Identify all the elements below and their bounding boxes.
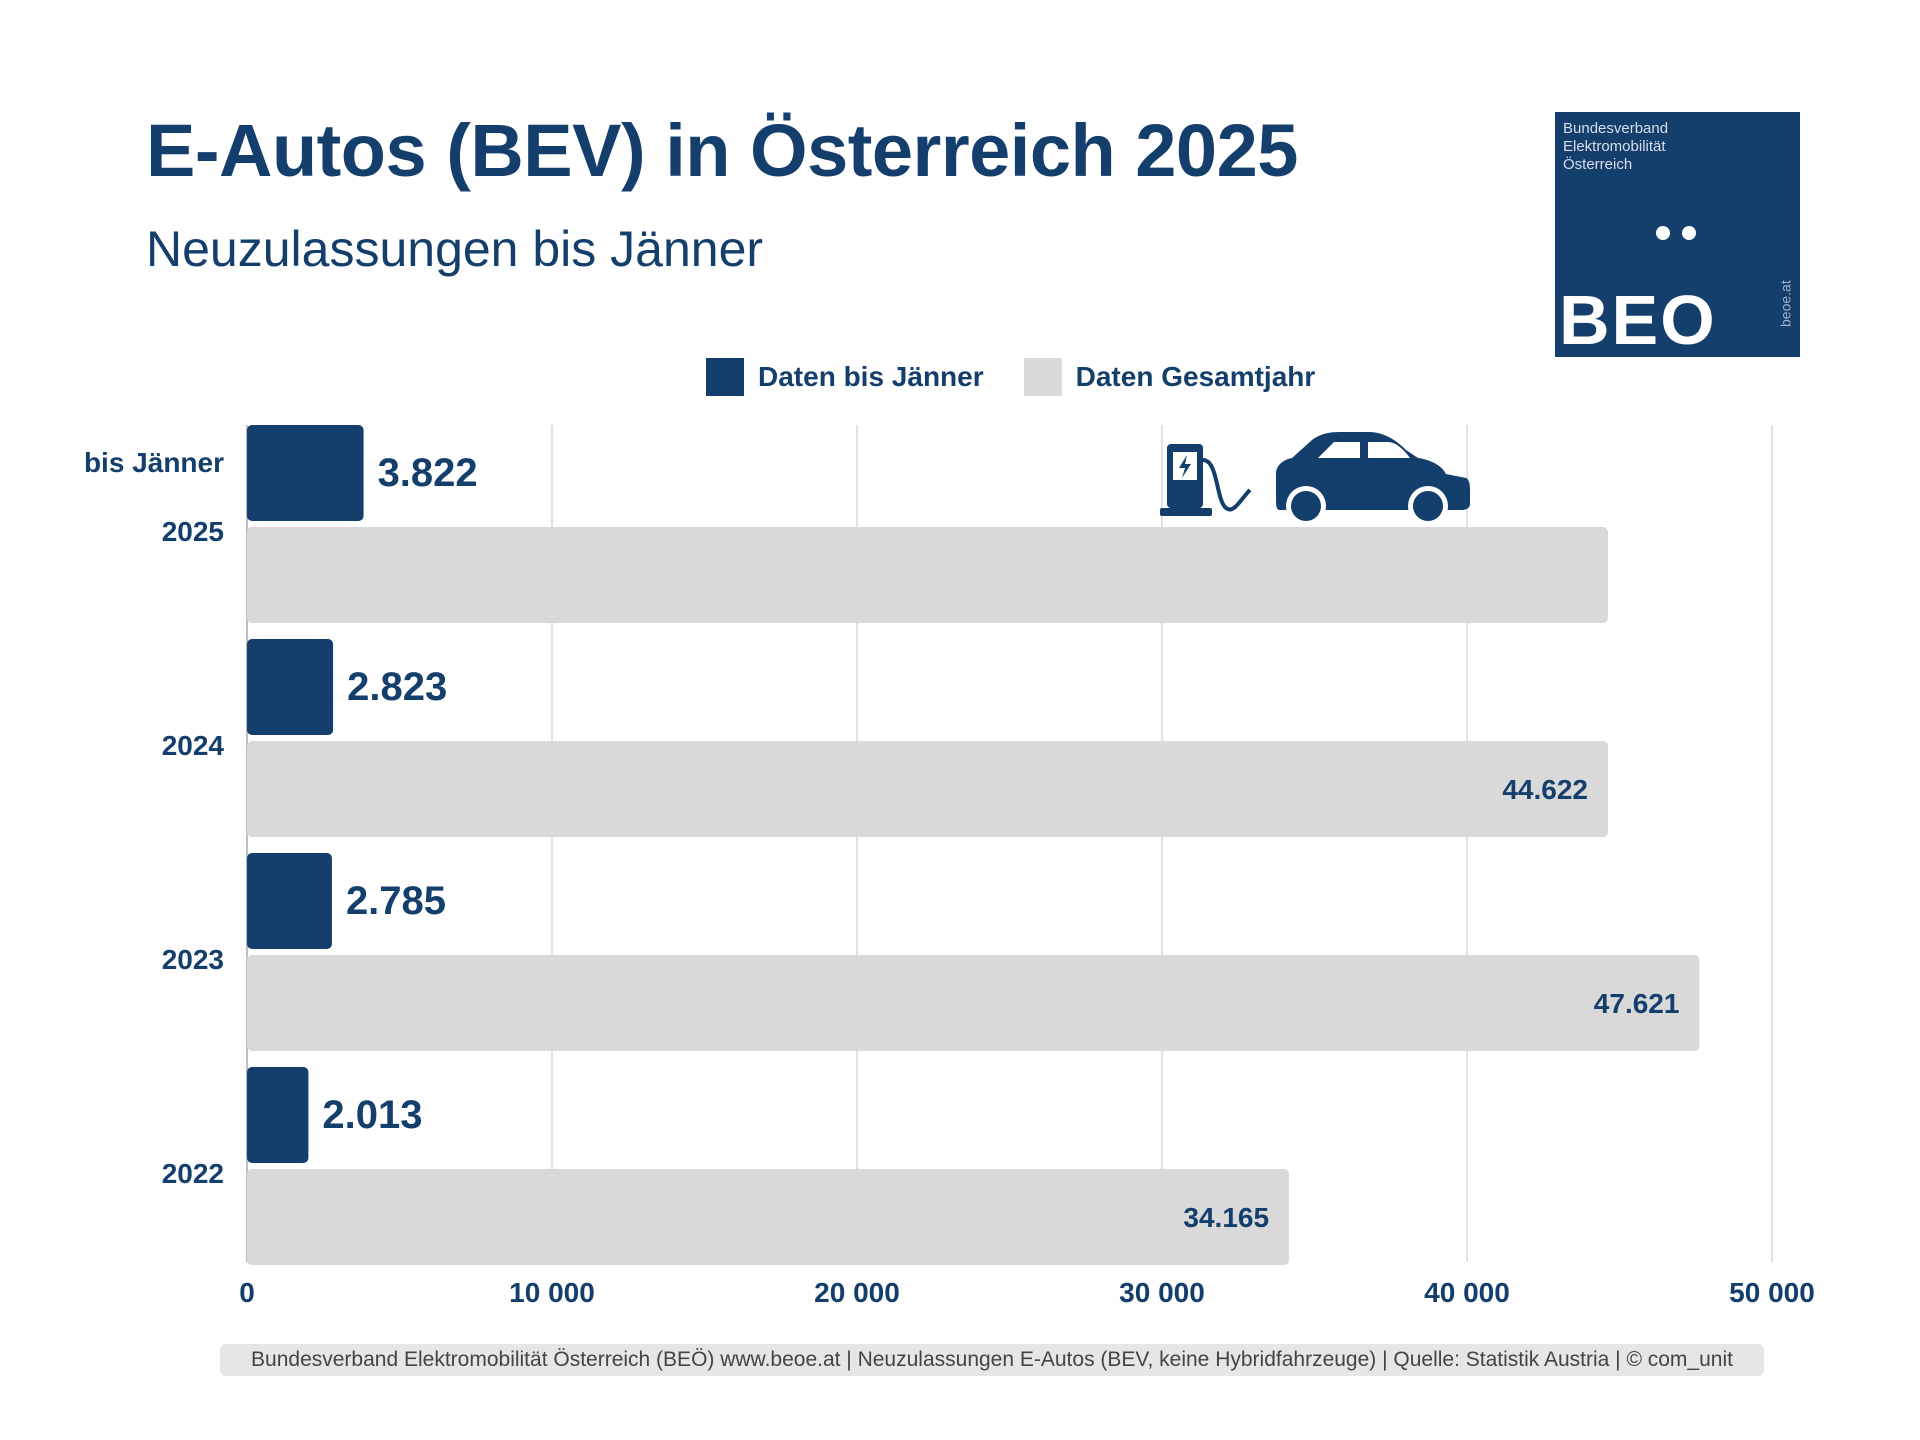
bar-gesamtjahr-2022 — [247, 1169, 1290, 1265]
footer-source: Bundesverband Elektromobilität Österreic… — [220, 1344, 1764, 1376]
data-label-jaenner: 2.785 — [346, 879, 446, 923]
bar-jaenner-2025 — [247, 425, 364, 521]
labels: 0 10 000 20 000 30 000 40 000 50 000 3.822 2025… — [84, 447, 1815, 1308]
data-label-jaenner: 2.013 — [322, 1093, 422, 1137]
data-label-gesamtjahr: 47.621 — [1594, 988, 1680, 1019]
category-label: 2023 — [162, 944, 224, 975]
x-tick-label: 20 000 — [814, 1277, 900, 1308]
x-tick-label: 50 000 — [1729, 1277, 1815, 1308]
data-label-jaenner: 3.822 — [378, 451, 478, 495]
bar-jaenner-2023 — [247, 853, 332, 949]
legend-item-gesamtjahr: Daten Gesamtjahr — [1023, 358, 1316, 396]
bars — [247, 425, 1700, 1265]
legend-label: Daten bis Jänner — [758, 361, 984, 392]
x-tick-label: 10 000 — [509, 1277, 595, 1308]
car-icon — [1276, 432, 1470, 526]
beo-logo: Bundesverband Elektromobilität Österreic… — [1555, 112, 1800, 359]
x-tick-label: 40 000 — [1424, 1277, 1510, 1308]
x-tick-label: 0 — [239, 1277, 255, 1308]
bar-gesamtjahr-2024 — [247, 741, 1608, 837]
charging-station-icon — [1160, 444, 1252, 516]
legend-swatch — [1023, 358, 1062, 396]
logo-brand: BEO — [1559, 281, 1717, 359]
chart-title: E-Autos (BEV) in Österreich 2025 — [146, 109, 1298, 192]
logo-dot — [1656, 226, 1670, 240]
legend-label: Daten Gesamtjahr — [1075, 361, 1316, 392]
category-label: 2022 — [162, 1158, 224, 1189]
data-label-jaenner: 2.823 — [347, 665, 447, 709]
category-label: 2025 — [162, 516, 224, 547]
chart-subtitle: Neuzulassungen bis Jänner — [146, 221, 764, 277]
category-label: 2024 — [162, 730, 225, 761]
legend-item-jaenner: Daten bis Jänner — [706, 358, 984, 396]
logo-dot — [1682, 226, 1696, 240]
logo-name: Bundesverband Elektromobilität Österreic… — [1563, 120, 1669, 173]
data-label-gesamtjahr: 44.622 — [1502, 774, 1588, 805]
category-note: bis Jänner — [84, 447, 224, 478]
chart-legend: Daten bis Jänner Daten Gesamtjahr — [706, 358, 1355, 396]
bar-gesamtjahr-2023 — [247, 955, 1700, 1051]
legend-swatch — [706, 358, 744, 396]
bar-jaenner-2022 — [247, 1067, 309, 1163]
bar-jaenner-2024 — [247, 639, 334, 735]
data-label-gesamtjahr: 34.165 — [1183, 1202, 1269, 1233]
x-tick-label: 30 000 — [1119, 1277, 1205, 1308]
bar-gesamtjahr-2025 — [247, 527, 1608, 623]
